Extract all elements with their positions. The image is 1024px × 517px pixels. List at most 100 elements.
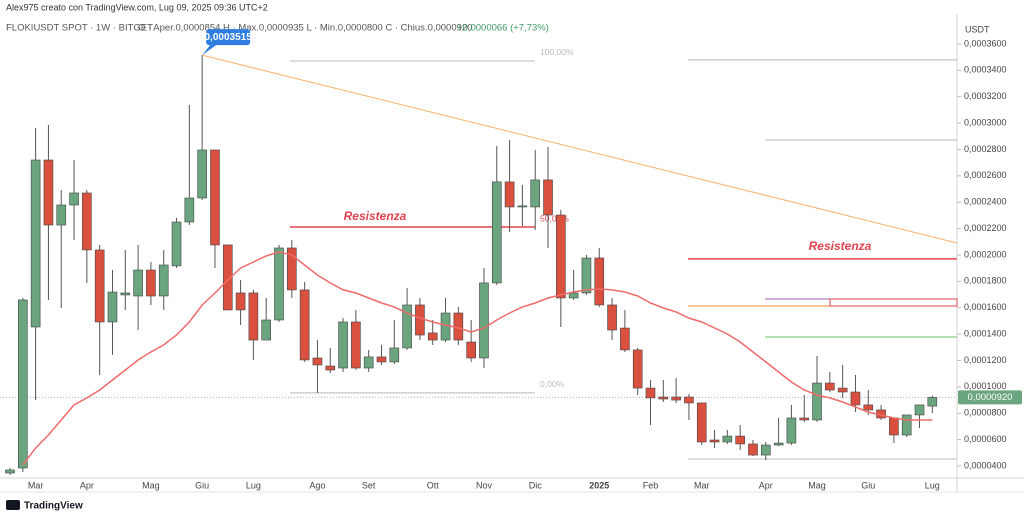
candle-body xyxy=(863,404,874,411)
candle-body xyxy=(82,192,92,251)
y-tick-label: 0,0002400 xyxy=(964,197,1007,207)
candle-body xyxy=(645,387,656,399)
fib-label: 50,00% xyxy=(540,213,569,223)
candle-body xyxy=(18,299,28,469)
candle-body xyxy=(120,292,131,296)
candle-body xyxy=(43,159,54,226)
candle-body xyxy=(517,205,528,208)
y-tick-label: 0,0003400 xyxy=(964,65,1007,75)
candle-body xyxy=(543,179,553,216)
x-tick-label: Mar xyxy=(694,480,710,490)
candle-body xyxy=(530,179,541,208)
x-tick-label: Giu xyxy=(195,480,209,490)
y-tick-label: 0,0002000 xyxy=(964,249,1007,259)
candle-body xyxy=(389,347,400,363)
candle-body xyxy=(427,332,438,341)
candle-body xyxy=(722,435,733,443)
candle-body xyxy=(274,247,284,321)
candle-body xyxy=(748,443,758,456)
candle-body xyxy=(607,304,617,331)
candle-body xyxy=(556,214,566,299)
x-tick-label: Mar xyxy=(28,480,44,490)
ohlc: O · Aper.0,0000854 H · Max.0,0000935 L ·… xyxy=(138,23,472,34)
candle-body xyxy=(735,435,745,445)
annotation: Resistenza xyxy=(809,239,872,253)
candle-body xyxy=(594,257,605,306)
trendline xyxy=(202,54,958,244)
y-tick-label: 0,0002200 xyxy=(964,223,1007,233)
price-label: 0,0000920 xyxy=(968,392,1013,403)
x-tick-label: Mag xyxy=(808,480,826,490)
credit: Alex975 creato con TradingView.com, Lug … xyxy=(6,2,268,12)
y-tick-label: 0,0002600 xyxy=(964,170,1007,180)
candle-body xyxy=(620,327,630,351)
candle-body xyxy=(402,304,412,349)
candle-body xyxy=(696,402,707,443)
x-tick-label: Lug xyxy=(246,480,261,490)
axis-unit: USDT xyxy=(965,24,990,34)
candle-body xyxy=(709,439,720,443)
y-tick-label: 0,0000800 xyxy=(964,408,1007,418)
x-tick-label: Apr xyxy=(80,480,94,490)
candle-body xyxy=(133,269,143,297)
candle-body xyxy=(825,382,835,391)
brand: TradingView xyxy=(24,501,83,512)
y-tick-label: 0,0000400 xyxy=(964,460,1007,470)
candle-body xyxy=(927,397,938,407)
y-tick-label: 0,0001600 xyxy=(964,302,1007,312)
callout-pointer xyxy=(202,45,217,56)
y-tick-label: 0,0002800 xyxy=(964,144,1007,154)
candle-body xyxy=(850,391,861,406)
y-tick-label: 0,0003000 xyxy=(964,117,1007,127)
candle-body xyxy=(56,204,67,226)
candle-body xyxy=(30,159,41,328)
zone-box xyxy=(829,298,958,307)
y-tick-label: 0,0001400 xyxy=(964,328,1007,338)
candle-body xyxy=(415,304,425,336)
x-tick-label: Giu xyxy=(861,480,875,490)
callout-box xyxy=(206,29,251,46)
candle-body xyxy=(107,291,118,323)
x-tick-label: Dic xyxy=(529,480,542,490)
y-tick-label: 0,0003600 xyxy=(964,38,1007,48)
x-tick-label: 2025 xyxy=(589,480,609,490)
candle-body xyxy=(684,396,694,404)
x-tick-label: Set xyxy=(362,480,376,490)
candle-body xyxy=(504,181,515,208)
candle-body xyxy=(261,319,272,341)
fib-label: 0,00% xyxy=(540,379,565,389)
x-tick-label: Ott xyxy=(427,480,440,490)
y-tick-label: 0,0000600 xyxy=(964,434,1007,444)
candle-body xyxy=(914,404,925,416)
candle-body xyxy=(158,264,169,297)
x-tick-label: Ago xyxy=(309,480,325,490)
x-tick-label: Apr xyxy=(759,480,773,490)
candle-body xyxy=(312,357,323,366)
candle-body xyxy=(491,181,502,284)
candle-body xyxy=(760,444,771,456)
candle-body xyxy=(210,149,220,246)
candle-body xyxy=(632,349,643,389)
candle-body xyxy=(197,149,207,199)
candle-body xyxy=(658,396,669,400)
y-tick-label: 0,0001000 xyxy=(964,381,1007,391)
candle-body xyxy=(901,414,912,436)
x-tick-label: Nov xyxy=(476,480,493,490)
symbol: FLOKIUSDT SPOT · 1W · BITGET xyxy=(6,23,153,34)
callout-label: 0,0003515 xyxy=(205,32,253,43)
change: +0,0000066 (+7,73%) xyxy=(457,23,549,34)
candle-body xyxy=(837,387,848,393)
candle-body xyxy=(889,417,899,436)
y-tick-label: 0,0003200 xyxy=(964,91,1007,101)
candle-body xyxy=(440,312,451,341)
candle-body xyxy=(171,221,182,267)
candle-body xyxy=(786,417,797,444)
candle-body xyxy=(799,417,810,421)
candle-body xyxy=(466,341,476,359)
y-tick-label: 0,0001200 xyxy=(964,355,1007,365)
candle-body xyxy=(338,321,348,369)
candle-body xyxy=(94,249,105,323)
fib-label: 100,00% xyxy=(540,47,574,57)
candle-body xyxy=(363,356,374,369)
